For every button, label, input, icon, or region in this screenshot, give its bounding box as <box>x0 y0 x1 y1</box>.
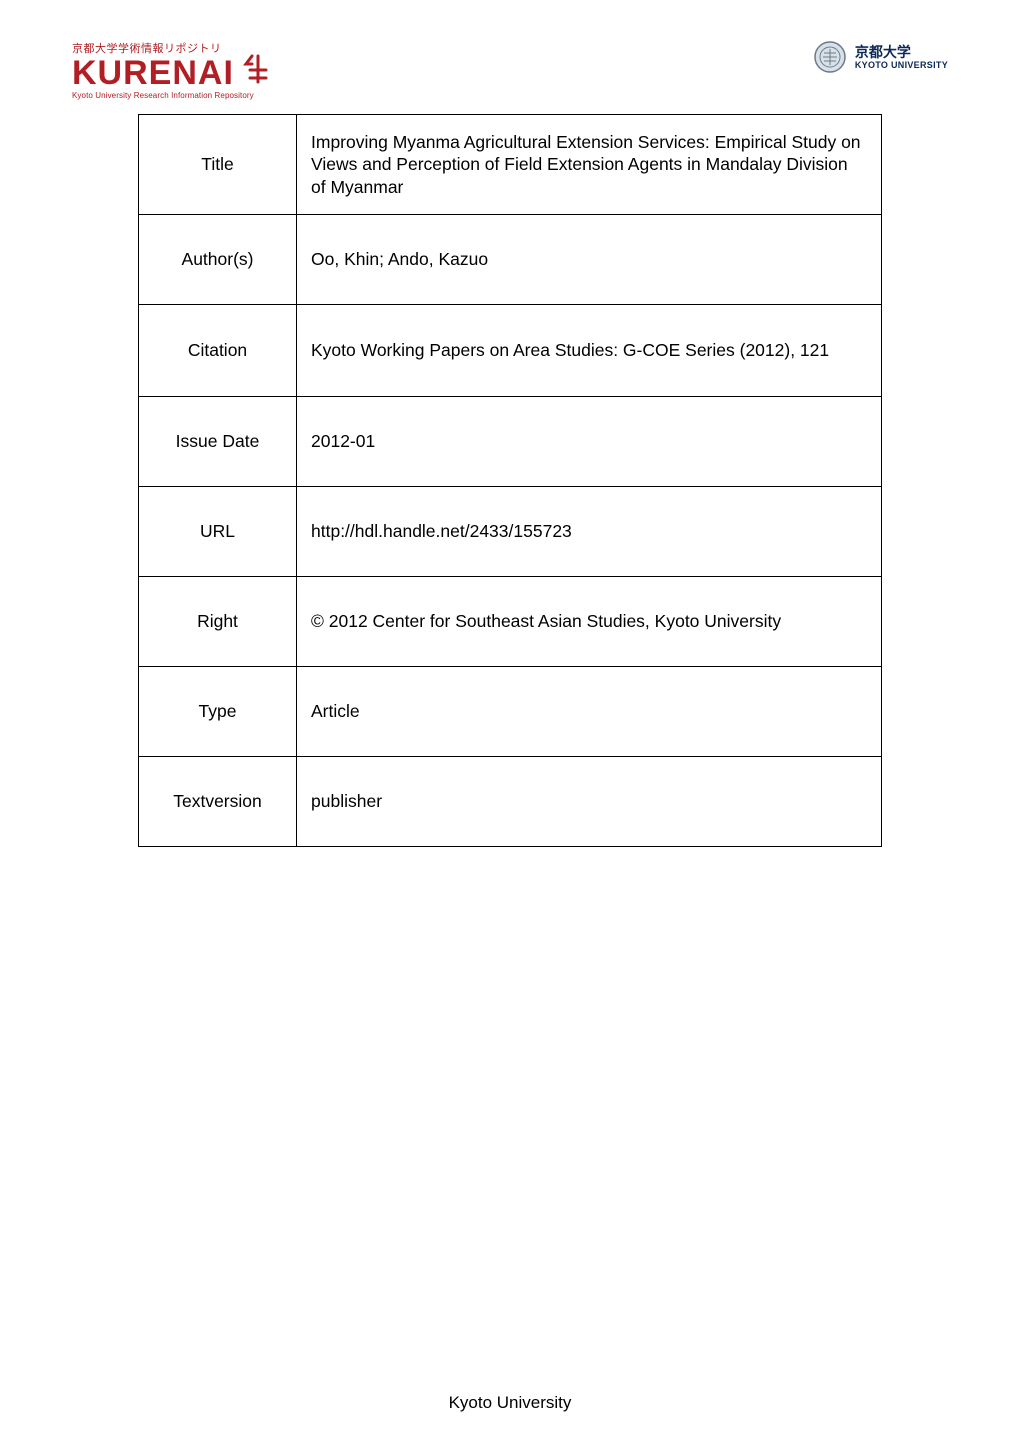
metadata-value-title: Improving Myanma Agricultural Extension … <box>297 115 882 215</box>
table-row: Citation Kyoto Working Papers on Area St… <box>139 305 882 397</box>
metadata-value-issue-date: 2012-01 <box>297 397 882 487</box>
table-row: Type Article <box>139 667 882 757</box>
metadata-label-citation: Citation <box>139 305 297 397</box>
kurenai-wordmark: KURENAI <box>72 56 234 90</box>
metadata-label-right: Right <box>139 577 297 667</box>
university-name-block: 京都大学 KYOTO UNIVERSITY <box>855 44 948 70</box>
table-row: Author(s) Oo, Khin; Ando, Kazuo <box>139 215 882 305</box>
repository-header: 京都大学学術情報リポジトリ KURENAI Kyoto University R… <box>72 40 948 100</box>
university-name-jp: 京都大学 <box>855 44 948 60</box>
kurenai-glyph-icon <box>238 52 272 90</box>
table-row: Issue Date 2012-01 <box>139 397 882 487</box>
metadata-value-right: © 2012 Center for Southeast Asian Studie… <box>297 577 882 667</box>
university-name-en: KYOTO UNIVERSITY <box>855 60 948 70</box>
table-row: Right © 2012 Center for Southeast Asian … <box>139 577 882 667</box>
kurenai-logo: 京都大学学術情報リポジトリ KURENAI Kyoto University R… <box>72 40 272 100</box>
metadata-table: Title Improving Myanma Agricultural Exte… <box>138 114 882 847</box>
metadata-label-issue-date: Issue Date <box>139 397 297 487</box>
metadata-value-citation: Kyoto Working Papers on Area Studies: G-… <box>297 305 882 397</box>
university-crest-icon <box>813 40 847 74</box>
metadata-value-url: http://hdl.handle.net/2433/155723 <box>297 487 882 577</box>
table-row: Title Improving Myanma Agricultural Exte… <box>139 115 882 215</box>
page-footer: Kyoto University <box>0 1393 1020 1413</box>
metadata-label-title: Title <box>139 115 297 215</box>
table-row: Textversion publisher <box>139 757 882 847</box>
kurenai-wordmark-row: KURENAI <box>72 52 272 90</box>
metadata-value-type: Article <box>297 667 882 757</box>
footer-text: Kyoto University <box>449 1393 572 1412</box>
metadata-label-author: Author(s) <box>139 215 297 305</box>
metadata-value-textversion: publisher <box>297 757 882 847</box>
metadata-label-url: URL <box>139 487 297 577</box>
table-row: URL http://hdl.handle.net/2433/155723 <box>139 487 882 577</box>
kurenai-logo-subline: Kyoto University Research Information Re… <box>72 91 254 100</box>
metadata-value-author: Oo, Khin; Ando, Kazuo <box>297 215 882 305</box>
metadata-label-textversion: Textversion <box>139 757 297 847</box>
metadata-label-type: Type <box>139 667 297 757</box>
university-logo: 京都大学 KYOTO UNIVERSITY <box>813 40 948 74</box>
